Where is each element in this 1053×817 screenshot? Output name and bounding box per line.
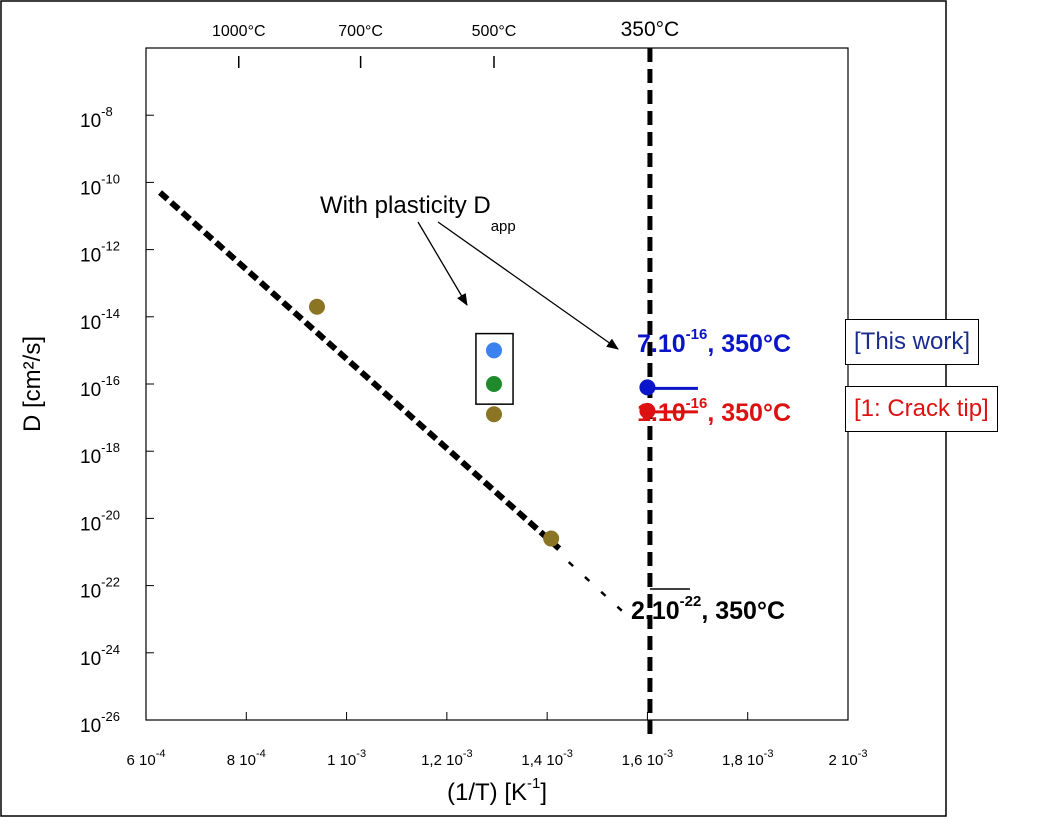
y-tick-label: 10-10 <box>80 171 120 199</box>
x-tick-label: 1 10-3 <box>327 748 366 769</box>
top-axis-tick-label: 700°C <box>338 23 383 40</box>
x-tick-label: 1,4 10-3 <box>521 748 573 769</box>
y-tick-label: 10-18 <box>80 440 120 468</box>
plasticity-box <box>475 332 514 405</box>
data-point <box>485 342 502 359</box>
y-tick-label: 10-22 <box>80 575 120 603</box>
data-point <box>639 402 656 419</box>
y-tick-label: 10-12 <box>80 239 120 267</box>
y-tick-label: 10-8 <box>80 104 113 132</box>
x-tick-label: 1,8 10-3 <box>722 748 774 769</box>
fit-line-extrapolation <box>567 561 629 617</box>
fit-line <box>158 190 562 551</box>
vertical-line-label: 350°C <box>621 18 680 41</box>
this-work-value-label: 7.10-16, 350°C <box>637 326 791 358</box>
data-point <box>485 376 502 392</box>
extrapolated-value-label: 2.10-22, 350°C <box>631 593 785 625</box>
y-tick-label: 10-14 <box>80 306 120 334</box>
plasticity-annotation: With plasticity Dapp <box>320 192 516 235</box>
data-point <box>308 298 325 315</box>
y-tick-label: 10-24 <box>80 642 120 670</box>
y-tick-label: 10-20 <box>80 507 120 535</box>
top-axis-tick-label: 500°C <box>472 23 517 40</box>
outer-frame <box>0 0 947 817</box>
x-tick-label: 8 10-4 <box>227 748 266 769</box>
crack-tip-label: [1: Crack tip] <box>845 386 998 432</box>
x-axis-title: (1/T) [K-1] <box>447 775 547 806</box>
top-axis-tick-label: 1000°C <box>212 23 266 40</box>
x-tick-label: 1,2 10-3 <box>421 748 473 769</box>
y-axis-title: D [cm²/s] <box>19 336 46 432</box>
crack-tip-value-label: 1.10-16, 350°C <box>637 395 791 427</box>
arrow-to-this-work-point <box>437 221 619 350</box>
data-point <box>639 379 656 396</box>
data-point <box>485 406 502 423</box>
y-tick-label: 10-26 <box>80 709 120 737</box>
x-tick-label: 6 10-4 <box>127 748 166 769</box>
data-point <box>543 530 560 547</box>
x-tick-label: 1,6 10-3 <box>622 748 674 769</box>
x-tick-label: 2 10-3 <box>829 748 868 769</box>
arrow-to-plasticity-box <box>417 221 468 306</box>
y-tick-label: 10-16 <box>80 373 120 401</box>
this-work-label: [This work] <box>845 319 980 365</box>
